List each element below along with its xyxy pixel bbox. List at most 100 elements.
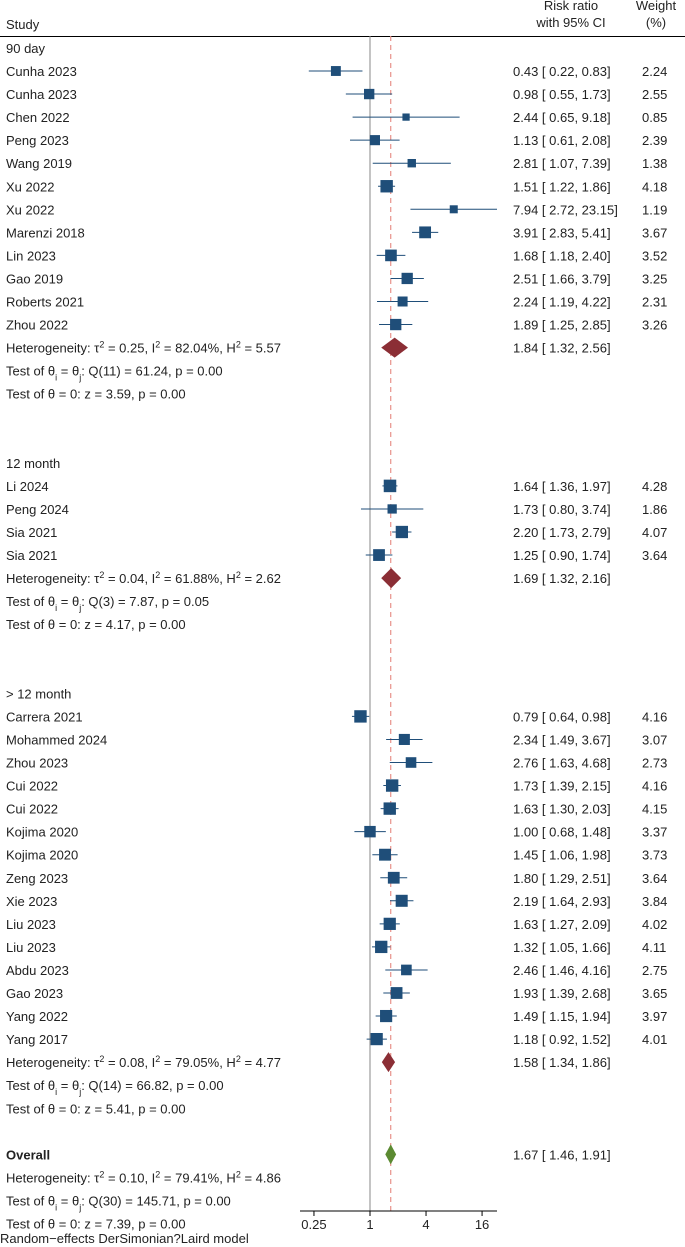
header-study: Study: [6, 17, 40, 32]
study-ci-text: 2.46 [ 1.46, 4.16]: [513, 963, 611, 978]
study-weight: 1.86: [642, 502, 667, 517]
study-name: Wang 2019: [6, 156, 72, 171]
group-pooled-ci-1: 1.69 [ 1.32, 2.16]: [513, 571, 611, 586]
overall-heterogeneity: Heterogeneity: τ2 = 0.10, I2 = 79.41%, H…: [6, 1169, 281, 1185]
study-weight: 4.02: [642, 917, 667, 932]
study-name: Roberts 2021: [6, 295, 84, 310]
study-ci-text: 2.76 [ 1.63, 4.68]: [513, 756, 611, 771]
header-weight-line2: (%): [646, 15, 666, 30]
study-weight: 3.73: [642, 848, 667, 863]
study-ci-text: 1.73 [ 1.39, 2.15]: [513, 779, 611, 794]
study-ci-text: 3.91 [ 2.83, 5.41]: [513, 225, 611, 240]
study-name: Xu 2022: [6, 202, 54, 217]
study-marker: [383, 802, 396, 815]
study-marker: [330, 66, 341, 76]
study-marker: [387, 871, 400, 884]
study-ci-text: 1.18 [ 0.92, 1.52]: [513, 1032, 611, 1047]
study-name: Carrera 2021: [6, 709, 83, 724]
study-weight: 4.07: [642, 525, 667, 540]
study-weight: 2.73: [642, 756, 667, 771]
study-ci-text: 1.51 [ 1.22, 1.86]: [513, 179, 611, 194]
study-name: Cunha 2023: [6, 87, 77, 102]
study-name: Marenzi 2018: [6, 225, 85, 240]
study-weight: 4.28: [642, 479, 667, 494]
study-weight: 4.15: [642, 802, 667, 817]
study-marker: [383, 479, 397, 493]
x-axis-tick-label: 4: [422, 1217, 429, 1232]
study-marker: [419, 226, 432, 239]
study-weight: 4.18: [642, 179, 667, 194]
study-ci-text: 0.43 [ 0.22, 0.83]: [513, 64, 611, 79]
study-name: Chen 2022: [6, 110, 70, 125]
study-ci-text: 2.44 [ 0.65, 9.18]: [513, 110, 611, 125]
study-marker: [395, 894, 408, 907]
study-name: Zhou 2022: [6, 318, 68, 333]
group-q-test-0: Test of θi = θj: Q(11) = 61.24, p = 0.00: [6, 364, 223, 383]
study-name: Gao 2019: [6, 271, 63, 286]
study-weight: 3.84: [642, 894, 667, 909]
study-marker: [364, 88, 375, 100]
group-z-test-1: Test of θ = 0: z = 4.17, p = 0.00: [6, 617, 186, 632]
study-ci-text: 1.63 [ 1.30, 2.03]: [513, 802, 611, 817]
study-name: Peng 2023: [6, 133, 69, 148]
study-marker: [385, 779, 399, 792]
study-weight: 2.55: [642, 87, 667, 102]
group-label-1: 12 month: [6, 456, 60, 471]
study-marker: [402, 113, 410, 121]
study-marker: [379, 848, 391, 861]
study-name: Xu 2022: [6, 179, 54, 194]
study-ci-text: 1.13 [ 0.61, 2.08]: [513, 133, 611, 148]
study-weight: 1.19: [642, 202, 667, 217]
study-ci-text: 2.34 [ 1.49, 3.67]: [513, 732, 611, 747]
study-name: Sia 2021: [6, 525, 57, 540]
study-marker: [364, 825, 376, 838]
study-ci-text: 1.64 [ 1.36, 1.97]: [513, 479, 611, 494]
study-name: Gao 2023: [6, 986, 63, 1001]
study-weight: 2.31: [642, 295, 667, 310]
study-name: Zhou 2023: [6, 756, 68, 771]
study-weight: 4.16: [642, 709, 667, 724]
group-q-test-2: Test of θi = θj: Q(14) = 66.82, p = 0.00: [6, 1078, 224, 1097]
study-marker: [395, 525, 409, 539]
footnote: Random−effects DerSimonian?Laird model: [0, 1231, 249, 1246]
study-marker: [369, 135, 380, 146]
study-weight: 3.64: [642, 548, 667, 563]
x-axis-tick-label: 1: [366, 1217, 373, 1232]
study-marker: [370, 1032, 383, 1046]
study-name: Peng 2024: [6, 502, 69, 517]
study-weight: 4.16: [642, 779, 667, 794]
study-marker: [380, 180, 393, 193]
study-weight: 3.37: [642, 825, 667, 840]
overall-ci-text: 1.67 [ 1.46, 1.91]: [513, 1147, 611, 1162]
study-ci-text: 2.24 [ 1.19, 4.22]: [513, 295, 611, 310]
study-name: Yang 2022: [6, 1009, 68, 1024]
study-marker: [397, 296, 408, 307]
study-name: Mohammed 2024: [6, 732, 107, 747]
study-ci-text: 2.81 [ 1.07, 7.39]: [513, 156, 611, 171]
study-name: Abdu 2023: [6, 963, 69, 978]
study-name: Sia 2021: [6, 548, 57, 563]
study-marker: [398, 733, 410, 745]
study-marker: [407, 158, 416, 168]
group-label-2: > 12 month: [6, 686, 71, 701]
study-ci-text: 1.93 [ 1.39, 2.68]: [513, 986, 611, 1001]
study-marker: [405, 757, 417, 768]
study-ci-text: 2.51 [ 1.66, 3.79]: [513, 271, 611, 286]
study-ci-text: 0.79 [ 0.64, 0.98]: [513, 709, 611, 724]
group-heterogeneity-2: Heterogeneity: τ2 = 0.08, I2 = 79.05%, H…: [6, 1054, 281, 1070]
study-marker: [449, 205, 458, 214]
group-heterogeneity-1: Heterogeneity: τ2 = 0.04, I2 = 61.88%, H…: [6, 570, 281, 586]
overall-label: Overall: [6, 1147, 50, 1162]
study-marker: [385, 249, 397, 262]
header-ci-line2: with 95% CI: [535, 15, 605, 30]
study-name: Cui 2022: [6, 802, 58, 817]
header-ci-line1: Risk ratio: [544, 0, 598, 13]
study-ci-text: 1.00 [ 0.68, 1.48]: [513, 825, 611, 840]
study-marker: [390, 318, 402, 331]
study-name: Lin 2023: [6, 248, 56, 263]
overall-q-test: Test of θi = θj: Q(30) = 145.71, p = 0.0…: [6, 1193, 231, 1212]
group-pooled-ci-2: 1.58 [ 1.34, 1.86]: [513, 1055, 611, 1070]
study-ci-text: 1.45 [ 1.06, 1.98]: [513, 848, 611, 863]
study-name: Zeng 2023: [6, 871, 68, 886]
